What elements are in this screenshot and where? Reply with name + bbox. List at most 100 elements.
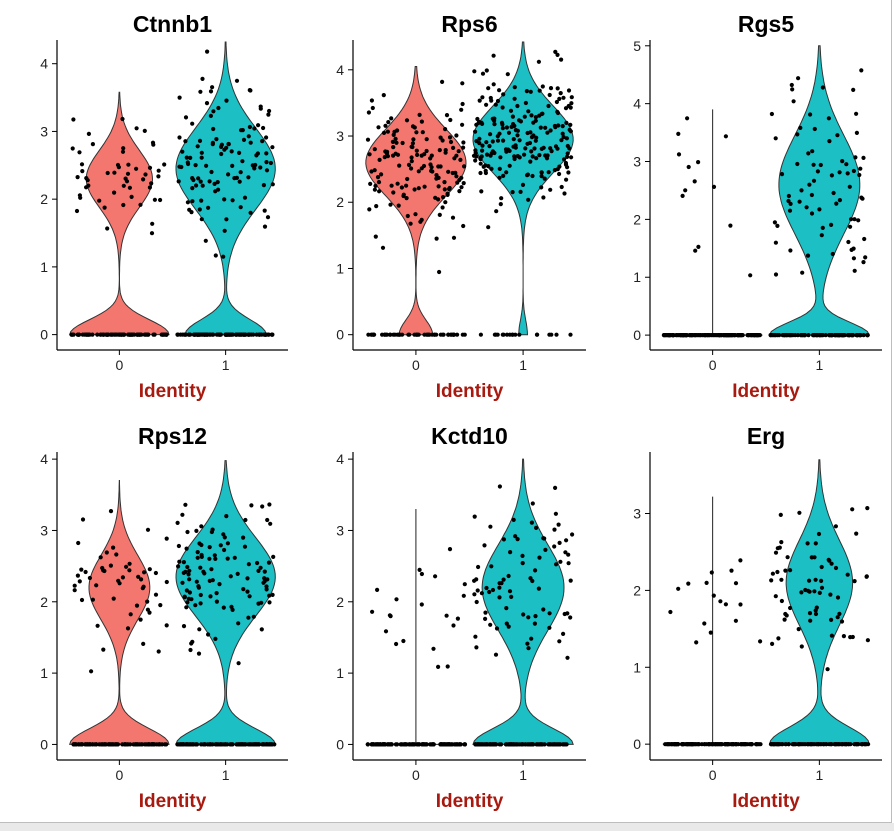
data-point [408, 221, 413, 226]
data-point [127, 561, 132, 566]
data-point [70, 146, 75, 151]
data-point [267, 600, 272, 605]
data-point [851, 256, 857, 261]
data-point [179, 164, 184, 170]
data-point [200, 183, 205, 188]
data-point [114, 552, 119, 557]
data-point [188, 155, 193, 160]
data-point [480, 148, 485, 153]
data-point [271, 554, 276, 560]
y-tick-label: 4 [40, 451, 48, 467]
data-point [676, 131, 681, 136]
data-point [403, 742, 408, 747]
data-point [707, 333, 712, 338]
data-point [183, 115, 189, 120]
data-point [676, 152, 682, 157]
data-point [798, 125, 803, 130]
violin-panel-erg: Erg 0 1 2 3 0 1 Identity [633, 423, 882, 812]
data-point [400, 332, 405, 337]
data-point [738, 602, 743, 607]
data-point [511, 517, 516, 523]
data-point [376, 180, 382, 185]
data-point [810, 149, 815, 154]
data-point [693, 333, 698, 338]
data-point [269, 742, 274, 747]
data-point [263, 332, 268, 337]
data-point [523, 100, 529, 106]
data-point [117, 332, 122, 337]
data-point [90, 597, 95, 602]
data-point [462, 164, 467, 169]
data-point [676, 586, 681, 591]
data-point [213, 189, 218, 194]
data-point [382, 332, 387, 337]
data-point [555, 146, 560, 151]
data-point [559, 138, 564, 143]
data-point [182, 594, 187, 599]
data-point [785, 555, 790, 560]
data-point [406, 162, 412, 167]
data-point [386, 742, 391, 747]
data-point [450, 215, 456, 220]
data-point [147, 185, 152, 190]
data-point [810, 333, 816, 338]
data-point [208, 89, 214, 94]
data-point [241, 535, 246, 540]
data-point [817, 590, 822, 596]
data-point [549, 332, 554, 337]
data-point [401, 193, 406, 199]
data-point [718, 599, 723, 604]
data-point [554, 562, 559, 567]
data-point [256, 601, 261, 606]
data-point [504, 621, 509, 626]
data-point [207, 556, 212, 561]
data-point [854, 742, 859, 747]
data-point [198, 179, 203, 184]
data-point [566, 561, 571, 566]
data-point [176, 564, 181, 569]
data-point [430, 332, 435, 337]
data-point [389, 183, 394, 188]
data-point [438, 164, 443, 169]
data-point [147, 742, 152, 747]
data-point [138, 617, 143, 622]
data-point [564, 120, 569, 125]
data-point [489, 564, 494, 569]
data-point [547, 625, 552, 630]
data-point [482, 543, 487, 548]
data-point [787, 208, 793, 213]
data-point [554, 99, 560, 105]
data-point [799, 333, 804, 338]
data-point [259, 627, 264, 632]
data-point [401, 638, 406, 644]
data-point [270, 592, 275, 598]
data-point [145, 607, 150, 612]
data-point [696, 160, 701, 165]
data-point [474, 154, 479, 159]
data-point [392, 332, 397, 337]
data-point [147, 567, 152, 572]
data-point [200, 76, 205, 81]
data-point [475, 588, 480, 593]
data-point [202, 571, 207, 576]
data-point [536, 586, 542, 591]
data-point [707, 742, 712, 747]
data-point [255, 560, 260, 566]
data-point [210, 85, 215, 90]
data-point [182, 332, 187, 337]
data-point [175, 520, 180, 526]
data-point [390, 139, 395, 144]
data-point [247, 124, 252, 130]
data-point [243, 332, 248, 337]
data-point [224, 98, 229, 103]
data-point [258, 106, 263, 111]
data-point [723, 134, 729, 139]
data-point [511, 742, 516, 747]
data-point [104, 550, 109, 555]
violin-0 [69, 480, 170, 745]
data-point [543, 153, 548, 158]
data-point [101, 647, 106, 652]
data-point [506, 130, 512, 135]
data-point [498, 155, 503, 160]
data-point [835, 615, 840, 620]
